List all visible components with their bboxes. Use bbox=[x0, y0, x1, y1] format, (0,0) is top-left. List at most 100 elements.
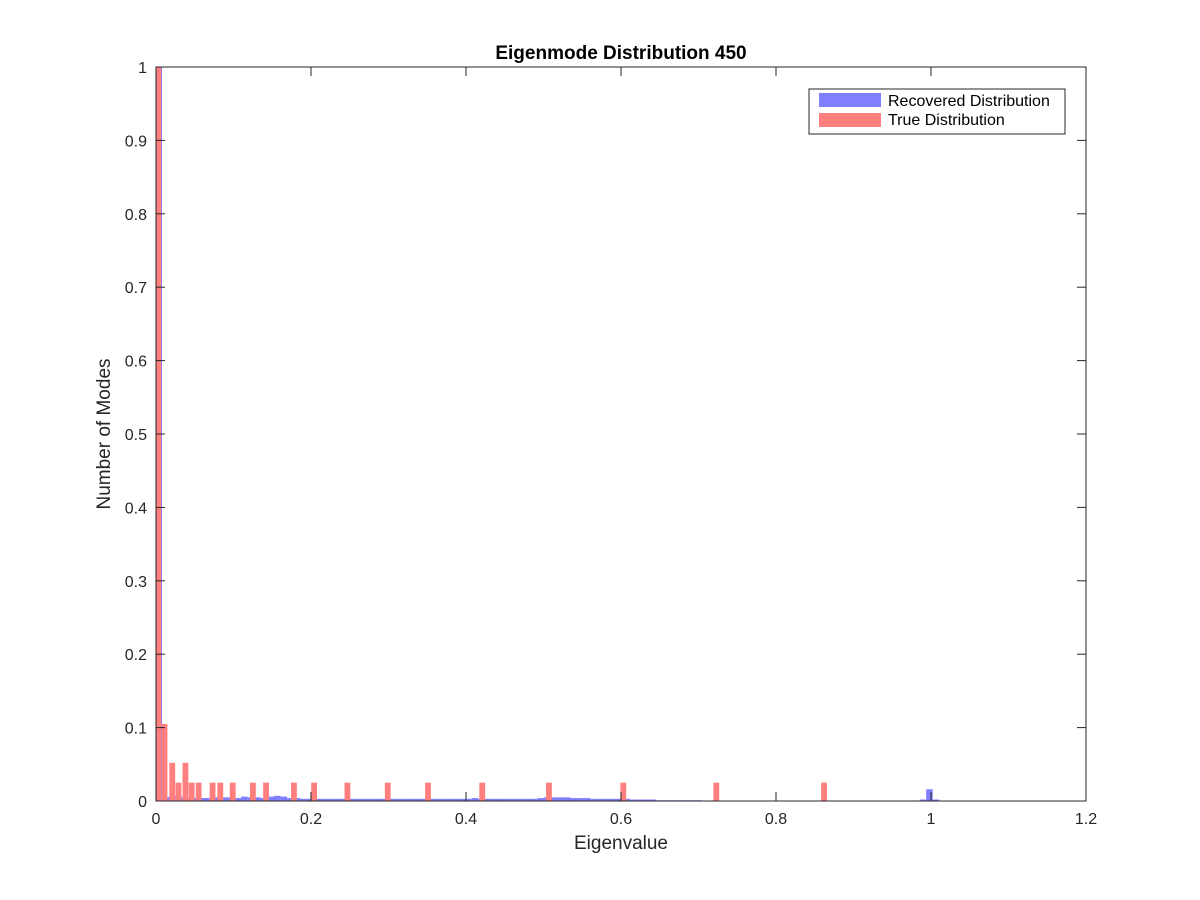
bar-true-6 bbox=[195, 782, 202, 801]
legend: Recovered Distribution True Distribution bbox=[808, 88, 1066, 135]
chart-title: Eigenmode Distribution 450 bbox=[495, 43, 746, 64]
bar-recovered-48 bbox=[471, 798, 479, 801]
bar-recovered-69 bbox=[609, 798, 617, 801]
y-tick-label-6: 0.6 bbox=[125, 354, 147, 371]
bar-recovered-70 bbox=[616, 798, 624, 801]
x-tick-label-0: 0 bbox=[152, 811, 161, 828]
legend-label-recovered: Recovered Distribution bbox=[888, 93, 1050, 110]
bar-true-4 bbox=[182, 762, 189, 801]
bar-recovered-55 bbox=[517, 798, 525, 801]
x-tick-label-3: 0.6 bbox=[610, 811, 632, 828]
bar-recovered-50 bbox=[484, 798, 492, 801]
y-tick-label-1: 0.1 bbox=[125, 721, 147, 738]
bar-true-21 bbox=[821, 782, 827, 801]
bar-recovered-68 bbox=[603, 798, 610, 801]
bar-recovered-36 bbox=[392, 798, 400, 801]
bar-recovered-21 bbox=[293, 798, 301, 801]
bar-true-2 bbox=[169, 762, 176, 801]
bar-recovered-27 bbox=[333, 798, 340, 801]
legend-label-true: True Distribution bbox=[888, 112, 1005, 129]
bar-recovered-40 bbox=[418, 798, 426, 801]
y-tick-label-9: 0.9 bbox=[125, 133, 147, 150]
bar-recovered-66 bbox=[590, 798, 597, 801]
y-tick-label-0: 0 bbox=[138, 794, 147, 811]
bar-recovered-45 bbox=[451, 798, 459, 801]
bar-recovered-25 bbox=[320, 798, 327, 801]
bar-recovered-18 bbox=[273, 795, 281, 801]
bar-recovered-75 bbox=[649, 799, 657, 801]
bar-true-9 bbox=[229, 782, 236, 801]
bar-recovered-63 bbox=[570, 798, 578, 801]
bar-recovered-67 bbox=[596, 798, 604, 801]
bar-recovered-51 bbox=[491, 798, 498, 801]
x-tick-label-2: 0.4 bbox=[455, 811, 477, 828]
bar-recovered-13 bbox=[241, 796, 248, 801]
bar-recovered-15 bbox=[254, 797, 261, 801]
bar-recovered-71 bbox=[623, 798, 630, 801]
legend-swatch-true bbox=[819, 113, 881, 127]
bar-recovered-58 bbox=[537, 798, 545, 801]
x-tick-label-5: 1 bbox=[927, 811, 936, 828]
bar-recovered-23 bbox=[306, 798, 314, 801]
bar-recovered-61 bbox=[557, 797, 564, 801]
bar-true-5 bbox=[188, 782, 195, 801]
bar-recovered-116 bbox=[919, 799, 927, 801]
bar-recovered-28 bbox=[339, 798, 347, 801]
bar-recovered-42 bbox=[432, 798, 439, 801]
plot-area bbox=[156, 67, 1086, 801]
bar-true-1 bbox=[161, 723, 168, 801]
legend-swatch-recovered bbox=[819, 93, 881, 107]
bar-recovered-73 bbox=[636, 799, 643, 801]
bar-true-15 bbox=[384, 782, 391, 801]
x-axis-label: Eigenvalue bbox=[574, 833, 668, 854]
x-tick-label-6: 1.2 bbox=[1075, 811, 1097, 828]
bar-recovered-19 bbox=[280, 796, 288, 801]
bar-recovered-46 bbox=[458, 798, 466, 801]
bar-true-10 bbox=[249, 782, 256, 801]
bar-true-20 bbox=[713, 782, 720, 801]
bar-true-19 bbox=[620, 782, 627, 801]
x-tick-label-1: 0.2 bbox=[300, 811, 322, 828]
bar-true-14 bbox=[344, 782, 351, 801]
bar-recovered-33 bbox=[372, 798, 380, 801]
y-tick-label-7: 0.7 bbox=[125, 280, 147, 297]
bar-recovered-32 bbox=[366, 798, 373, 801]
bar-recovered-12 bbox=[234, 798, 242, 801]
bar-recovered-34 bbox=[379, 798, 386, 801]
bar-recovered-31 bbox=[359, 798, 367, 801]
bar-recovered-52 bbox=[497, 798, 505, 801]
bar-recovered-10 bbox=[221, 797, 228, 801]
bar-recovered-47 bbox=[465, 798, 472, 801]
bar-true-12 bbox=[291, 782, 297, 801]
bar-recovered-62 bbox=[563, 797, 571, 801]
bar-recovered-53 bbox=[504, 798, 512, 801]
bar-recovered-60 bbox=[550, 797, 558, 801]
bar-recovered-64 bbox=[577, 798, 584, 801]
y-tick-label-2: 0.2 bbox=[125, 647, 147, 664]
bar-true-8 bbox=[217, 782, 224, 801]
bar-recovered-65 bbox=[583, 798, 591, 801]
bar-true-3 bbox=[175, 782, 182, 801]
bar-true-17 bbox=[479, 782, 486, 801]
bar-true-13 bbox=[311, 782, 317, 801]
bar-recovered-74 bbox=[642, 799, 650, 801]
bar-recovered-39 bbox=[412, 798, 419, 801]
bar-recovered-56 bbox=[524, 798, 531, 801]
bar-recovered-57 bbox=[530, 798, 538, 801]
bar-recovered-22 bbox=[300, 798, 307, 801]
bar-true-18 bbox=[546, 782, 552, 801]
x-tick-label-4: 0.8 bbox=[765, 811, 787, 828]
bar-recovered-117 bbox=[926, 789, 933, 801]
bar-recovered-30 bbox=[353, 798, 360, 801]
bar-recovered-37 bbox=[399, 798, 406, 801]
y-tick-label-4: 0.4 bbox=[125, 500, 147, 517]
bar-recovered-44 bbox=[445, 798, 452, 801]
bar-true-7 bbox=[209, 782, 216, 801]
bar-recovered-7 bbox=[201, 798, 209, 801]
bar-recovered-38 bbox=[405, 798, 413, 801]
y-axis-label: Number of Modes bbox=[94, 358, 115, 509]
bar-true-16 bbox=[425, 782, 431, 801]
bar-recovered-20 bbox=[287, 798, 294, 801]
bar-true-11 bbox=[263, 782, 269, 801]
bar-recovered-43 bbox=[438, 798, 446, 801]
